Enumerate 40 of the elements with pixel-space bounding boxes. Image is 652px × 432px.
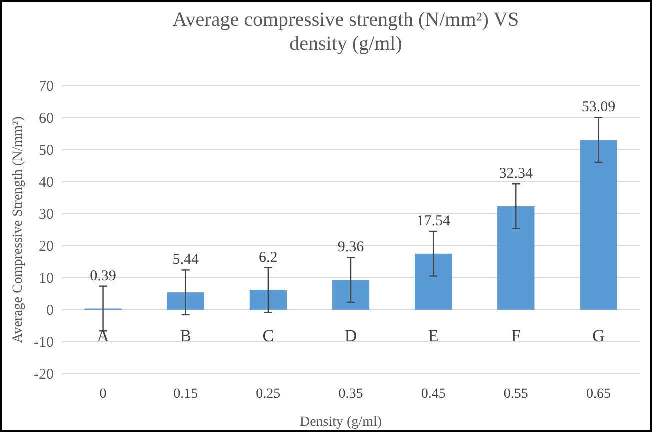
- data-label: 32.34: [499, 166, 534, 182]
- y-tick-label: 40: [39, 175, 54, 191]
- data-label: 0.39: [90, 268, 116, 284]
- data-label: 17.54: [416, 213, 451, 230]
- y-tick-label: 60: [39, 111, 54, 127]
- x-tick-label: 0.25: [256, 387, 281, 402]
- y-tick-label: 10: [39, 271, 54, 287]
- y-tick-label: -10: [34, 335, 54, 351]
- bar: [580, 140, 618, 310]
- data-label: 5.44: [172, 252, 200, 268]
- x-tick-label: 0.45: [421, 387, 446, 402]
- data-label: 6.2: [259, 250, 278, 266]
- annotation: E: [428, 326, 439, 346]
- chart-title: Average compressive strength (N/mm²) VS density (g/ml): [172, 9, 520, 55]
- annotation: C: [262, 326, 274, 346]
- bar: [167, 292, 204, 310]
- x-tick-label: 0.35: [338, 387, 364, 402]
- y-tick-label: 50: [39, 143, 54, 159]
- annotation: G: [592, 326, 605, 346]
- data-label: 9.36: [338, 240, 365, 256]
- data-label: 53.09: [582, 100, 616, 116]
- annotation: A: [97, 326, 110, 346]
- annotation: B: [180, 326, 192, 346]
- y-tick-label: 30: [39, 207, 54, 223]
- x-tick-label: 0.55: [504, 387, 528, 402]
- bar: [414, 254, 452, 310]
- bar: [332, 280, 370, 310]
- annotation: D: [344, 326, 358, 346]
- y-tick-label: -20: [34, 367, 54, 383]
- x-axis-title: Density (g/ml): [300, 415, 382, 430]
- y-axis-title: Average Compressive Strength (N/mm²): [11, 116, 26, 344]
- x-tick-label: 0: [100, 387, 107, 402]
- bar: [250, 290, 288, 310]
- y-tick-label: 20: [39, 239, 54, 255]
- x-tick-label: 0.15: [174, 387, 198, 402]
- bar: [498, 206, 535, 310]
- y-tick-label: 0: [46, 303, 54, 319]
- annotation: F: [511, 326, 521, 346]
- x-tick-label: 0.65: [586, 387, 611, 402]
- y-tick-label: 70: [39, 79, 54, 95]
